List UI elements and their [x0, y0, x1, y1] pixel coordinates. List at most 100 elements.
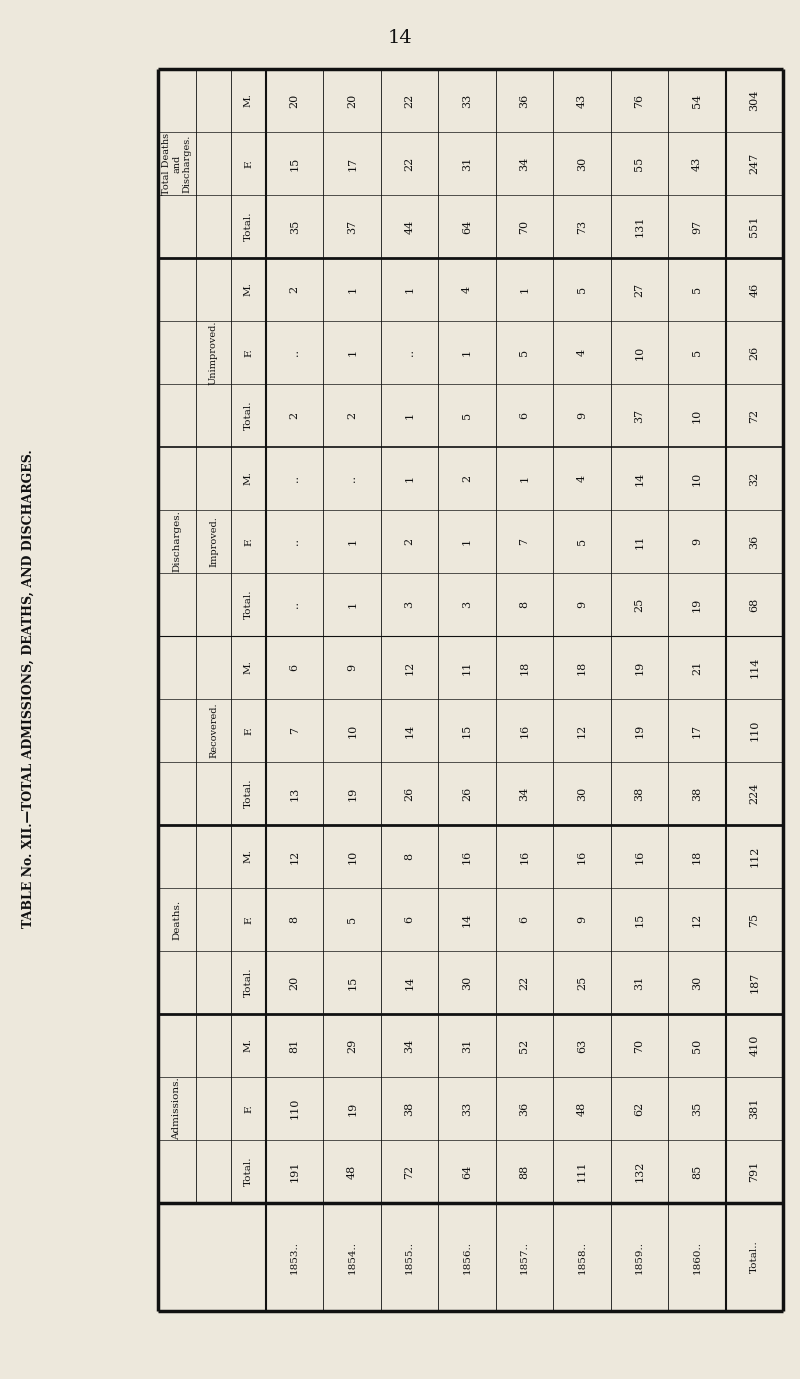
Text: 5: 5 [577, 538, 587, 545]
Text: 12: 12 [290, 849, 300, 863]
Text: 31: 31 [634, 975, 644, 990]
Text: 97: 97 [692, 219, 702, 233]
Text: 551: 551 [750, 215, 759, 237]
Text: 14: 14 [388, 29, 412, 47]
Text: Recovered.: Recovered. [209, 703, 218, 758]
Text: 44: 44 [405, 219, 414, 233]
Text: 14: 14 [462, 913, 472, 927]
Text: 1857..: 1857.. [520, 1241, 529, 1273]
Text: 1854..: 1854.. [348, 1241, 357, 1273]
Text: 16: 16 [462, 849, 472, 863]
Text: ..: .. [290, 538, 300, 545]
Text: 19: 19 [347, 786, 357, 801]
Text: 25: 25 [634, 597, 644, 612]
Text: 21: 21 [692, 661, 702, 674]
Text: 17: 17 [347, 156, 357, 171]
Text: 14: 14 [405, 975, 414, 990]
Text: 19: 19 [347, 1102, 357, 1116]
Text: 111: 111 [577, 1161, 587, 1182]
Text: 3: 3 [462, 601, 472, 608]
Text: 410: 410 [750, 1034, 759, 1056]
Text: 1856..: 1856.. [462, 1241, 471, 1273]
Text: 12: 12 [405, 661, 414, 674]
Text: 224: 224 [750, 783, 759, 804]
Text: Admissions.: Admissions. [173, 1077, 182, 1140]
Text: 15: 15 [634, 913, 644, 927]
Text: 38: 38 [692, 786, 702, 801]
Text: 35: 35 [692, 1102, 702, 1116]
Text: 16: 16 [519, 849, 530, 863]
Text: 2: 2 [462, 474, 472, 483]
Text: 132: 132 [634, 1161, 644, 1182]
Text: 55: 55 [634, 156, 644, 171]
Text: 72: 72 [405, 1164, 414, 1179]
Text: 10: 10 [347, 849, 357, 863]
Text: 14: 14 [634, 472, 644, 485]
Text: ..: .. [405, 349, 414, 356]
Text: 46: 46 [750, 283, 759, 296]
Text: 48: 48 [347, 1164, 357, 1179]
Text: 70: 70 [634, 1038, 644, 1052]
Text: 81: 81 [290, 1038, 300, 1052]
Text: 17: 17 [692, 724, 702, 738]
Text: 5: 5 [692, 285, 702, 294]
Text: 2: 2 [290, 285, 300, 294]
Text: Total.: Total. [244, 968, 253, 997]
Text: 34: 34 [405, 1038, 414, 1052]
Text: 247: 247 [750, 153, 759, 174]
Text: 9: 9 [577, 601, 587, 608]
Text: 1: 1 [462, 538, 472, 545]
Text: 15: 15 [462, 724, 472, 738]
Text: 1: 1 [519, 474, 530, 483]
Text: 54: 54 [692, 94, 702, 108]
Text: 72: 72 [750, 408, 759, 422]
Text: 12: 12 [692, 913, 702, 927]
Text: 5: 5 [692, 349, 702, 356]
Text: M.: M. [244, 661, 253, 674]
Text: 16: 16 [577, 849, 587, 863]
Text: 32: 32 [750, 472, 759, 485]
Text: 4: 4 [577, 474, 587, 483]
Text: 15: 15 [290, 156, 300, 171]
Text: 62: 62 [634, 1102, 644, 1116]
Text: 16: 16 [519, 724, 530, 738]
Text: 4: 4 [577, 349, 587, 356]
Text: 30: 30 [692, 975, 702, 990]
Text: 64: 64 [462, 219, 472, 233]
Text: 1: 1 [405, 412, 414, 419]
Text: 18: 18 [577, 661, 587, 674]
Text: 1: 1 [347, 538, 357, 545]
Text: 70: 70 [519, 219, 530, 233]
Text: 38: 38 [634, 786, 644, 801]
Text: Unimproved.: Unimproved. [209, 320, 218, 385]
Text: 10: 10 [692, 408, 702, 422]
Text: 22: 22 [405, 94, 414, 108]
Text: 10: 10 [347, 724, 357, 738]
Text: 18: 18 [519, 661, 530, 674]
Text: Total.: Total. [244, 590, 253, 619]
Text: 131: 131 [634, 215, 644, 237]
Text: 1: 1 [347, 601, 357, 608]
Text: 304: 304 [750, 90, 759, 112]
Text: 13: 13 [290, 786, 300, 801]
Text: 34: 34 [519, 156, 530, 171]
Text: 16: 16 [634, 849, 644, 863]
Text: 9: 9 [347, 663, 357, 672]
Text: 1853..: 1853.. [290, 1241, 299, 1273]
Text: 7: 7 [290, 727, 300, 734]
Text: F.: F. [244, 159, 253, 168]
Text: F.: F. [244, 916, 253, 924]
Text: 110: 110 [290, 1098, 300, 1120]
Text: 75: 75 [750, 913, 759, 927]
Text: 25: 25 [577, 975, 587, 990]
Text: 20: 20 [290, 94, 300, 108]
Text: 19: 19 [634, 724, 644, 738]
Text: 10: 10 [634, 345, 644, 360]
Text: 11: 11 [462, 661, 472, 674]
Text: 18: 18 [692, 849, 702, 863]
Text: 5: 5 [519, 349, 530, 356]
Text: 31: 31 [462, 156, 472, 171]
Text: Total.: Total. [244, 212, 253, 241]
Text: 9: 9 [692, 538, 702, 545]
Text: 1: 1 [347, 349, 357, 356]
